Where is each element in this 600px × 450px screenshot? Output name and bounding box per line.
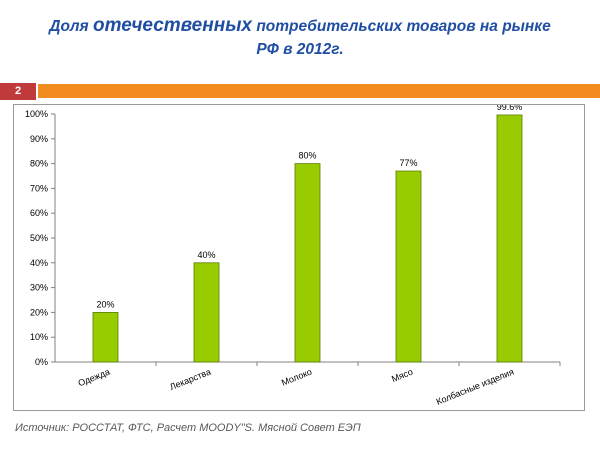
y-tick-label: 80% <box>30 159 48 169</box>
title-emphasis: отечественных <box>93 15 252 36</box>
bar <box>395 170 422 363</box>
y-tick-label: 40% <box>30 258 48 268</box>
title-lead: Доля <box>49 18 89 35</box>
data-label: 80% <box>298 151 316 161</box>
slide-number-badge: 2 <box>0 83 36 100</box>
y-tick-label: 90% <box>30 134 48 144</box>
data-label: 77% <box>399 158 417 168</box>
bar <box>496 114 523 363</box>
bar <box>294 163 321 363</box>
y-tick-label: 60% <box>30 208 48 218</box>
data-label: 99.6% <box>497 105 523 112</box>
y-tick-label: 100% <box>25 109 48 119</box>
bar <box>193 262 220 363</box>
y-tick-label: 0% <box>35 357 48 367</box>
x-tick-label: Колбасные изделия <box>435 367 516 407</box>
bar <box>92 311 119 363</box>
source-note: Источник: РОССТАТ, ФТС, Расчет MOODY"S. … <box>15 422 361 434</box>
x-tick-label: Молоко <box>280 367 313 388</box>
y-tick-label: 50% <box>30 233 48 243</box>
slide-title: Доля отечественных потребительских товар… <box>10 14 590 61</box>
x-tick-label: Мясо <box>390 367 414 385</box>
title-line-2: РФ в 2012г. <box>256 41 344 58</box>
title-line-1: Доля отечественных потребительских товар… <box>10 14 590 38</box>
data-label: 20% <box>96 299 114 309</box>
y-tick-label: 20% <box>30 307 48 317</box>
bar-chart: 0% 10% 20% 30% 40% 50% 60% 70% 80% 90% 100% 20% Одеж… <box>25 105 561 407</box>
y-tick-label: 30% <box>30 283 48 293</box>
x-tick-label: Лекарства <box>168 367 212 393</box>
x-tick-label: Одежда <box>77 367 112 389</box>
y-tick-label: 70% <box>30 183 48 193</box>
chart-frame: 0% 10% 20% 30% 40% 50% 60% 70% 80% 90% 100% 20% Одеж… <box>13 104 585 411</box>
y-tick-label: 10% <box>30 332 48 342</box>
title-rest: потребительских товаров на рынке <box>256 18 551 35</box>
data-label: 40% <box>197 250 215 260</box>
header-accent-bar <box>38 84 600 98</box>
